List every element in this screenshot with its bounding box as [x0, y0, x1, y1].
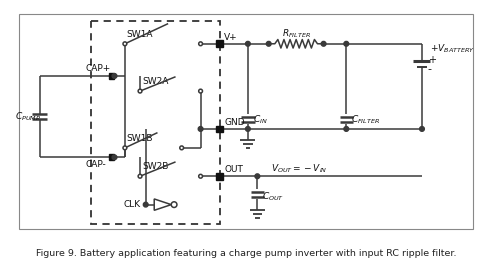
Circle shape	[199, 42, 203, 46]
Circle shape	[138, 174, 142, 178]
Text: CAP+: CAP+	[85, 64, 110, 73]
Circle shape	[246, 127, 250, 131]
Text: CAP-: CAP-	[85, 161, 106, 169]
Text: Figure 9. Battery application featuring a charge pump inverter with input RC rip: Figure 9. Battery application featuring …	[36, 250, 456, 258]
Circle shape	[199, 89, 203, 93]
Text: OUT: OUT	[224, 165, 243, 174]
Circle shape	[420, 127, 424, 131]
Circle shape	[344, 127, 349, 131]
Text: V+: V+	[224, 33, 238, 42]
Circle shape	[123, 146, 127, 150]
Text: SW2B: SW2B	[142, 162, 168, 171]
Text: SW1A: SW1A	[127, 30, 154, 39]
Text: $R_{FILTER}$: $R_{FILTER}$	[282, 27, 310, 40]
Circle shape	[112, 155, 117, 160]
Text: CLK: CLK	[123, 200, 140, 209]
Bar	[216, 126, 223, 132]
Bar	[109, 73, 115, 79]
Circle shape	[143, 202, 148, 207]
Circle shape	[123, 42, 127, 46]
Bar	[216, 40, 223, 47]
Bar	[109, 155, 115, 160]
Circle shape	[199, 174, 203, 178]
Circle shape	[266, 41, 271, 46]
Circle shape	[255, 174, 260, 179]
Circle shape	[198, 127, 203, 131]
Text: SW2A: SW2A	[142, 77, 168, 86]
Text: +: +	[428, 55, 435, 65]
Text: $C_{PUMP}$: $C_{PUMP}$	[15, 110, 41, 123]
Text: $C_{FILTER}$: $C_{FILTER}$	[351, 113, 380, 126]
Circle shape	[180, 146, 184, 150]
Circle shape	[246, 41, 250, 46]
Text: $V_{OUT} = -V_{IN}$: $V_{OUT} = -V_{IN}$	[271, 162, 327, 175]
Text: $C_{IN}$: $C_{IN}$	[252, 113, 267, 126]
Text: GND: GND	[224, 118, 245, 127]
Text: $C_{OUT}$: $C_{OUT}$	[262, 191, 284, 203]
Bar	[91, 21, 219, 223]
Circle shape	[321, 41, 326, 46]
Circle shape	[344, 41, 349, 46]
Text: SW1B: SW1B	[127, 134, 154, 143]
Text: $+V_{BATTERY}$: $+V_{BATTERY}$	[430, 42, 474, 55]
Circle shape	[138, 89, 142, 93]
Bar	[216, 173, 223, 180]
Text: -: -	[428, 64, 431, 74]
Circle shape	[112, 74, 117, 78]
